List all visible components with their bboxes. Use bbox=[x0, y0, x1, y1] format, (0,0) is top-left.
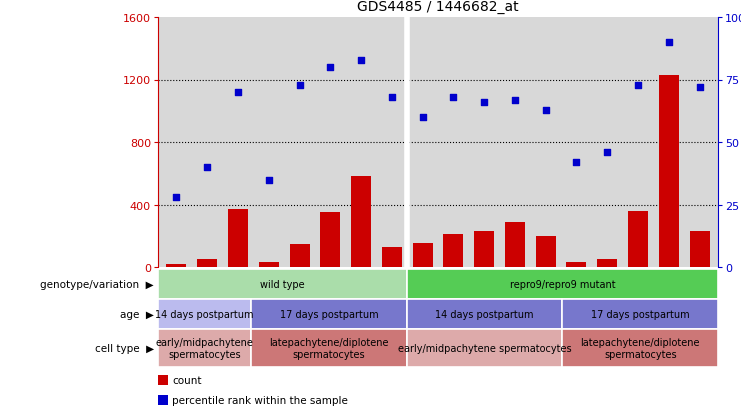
Bar bbox=[407, 329, 562, 367]
Bar bbox=[290, 244, 310, 267]
Point bbox=[416, 114, 428, 121]
Bar bbox=[351, 177, 371, 267]
Bar bbox=[474, 232, 494, 267]
Text: percentile rank within the sample: percentile rank within the sample bbox=[172, 395, 348, 405]
Text: wild type: wild type bbox=[260, 279, 305, 289]
Bar bbox=[628, 211, 648, 267]
Bar bbox=[562, 329, 718, 367]
Point bbox=[601, 150, 613, 156]
Text: 14 days postpartum: 14 days postpartum bbox=[436, 309, 534, 319]
Text: early/midpachytene
spermatocytes: early/midpachytene spermatocytes bbox=[156, 337, 253, 359]
Point bbox=[293, 82, 305, 89]
Bar bbox=[690, 232, 710, 267]
Bar bbox=[158, 269, 407, 299]
Point bbox=[232, 90, 244, 96]
Text: 17 days postpartum: 17 days postpartum bbox=[591, 309, 690, 319]
Bar bbox=[158, 395, 168, 405]
Text: early/midpachytene spermatocytes: early/midpachytene spermatocytes bbox=[398, 343, 571, 353]
Text: repro9/repro9 mutant: repro9/repro9 mutant bbox=[510, 279, 615, 289]
Point bbox=[263, 177, 275, 183]
Bar bbox=[536, 236, 556, 267]
Bar bbox=[407, 299, 562, 329]
Bar bbox=[597, 259, 617, 267]
Point bbox=[509, 97, 521, 104]
Bar bbox=[228, 210, 248, 267]
Bar bbox=[382, 247, 402, 267]
Bar bbox=[251, 329, 407, 367]
Point bbox=[448, 95, 459, 101]
Text: 14 days postpartum: 14 days postpartum bbox=[156, 309, 254, 319]
Point bbox=[478, 100, 490, 106]
Text: age  ▶: age ▶ bbox=[120, 309, 154, 319]
Point bbox=[355, 57, 367, 64]
Title: GDS4485 / 1446682_at: GDS4485 / 1446682_at bbox=[357, 0, 519, 14]
Text: genotype/variation  ▶: genotype/variation ▶ bbox=[40, 279, 154, 289]
Bar bbox=[259, 263, 279, 267]
Bar bbox=[158, 299, 251, 329]
Bar bbox=[167, 264, 187, 267]
Bar bbox=[158, 375, 168, 385]
Bar bbox=[505, 222, 525, 267]
Point bbox=[632, 82, 644, 89]
Bar bbox=[407, 269, 718, 299]
Point bbox=[202, 164, 213, 171]
Point bbox=[571, 159, 582, 166]
Bar bbox=[566, 263, 586, 267]
Text: count: count bbox=[172, 375, 202, 385]
Point bbox=[170, 194, 182, 201]
Bar bbox=[562, 299, 718, 329]
Text: cell type  ▶: cell type ▶ bbox=[95, 343, 154, 353]
Point bbox=[386, 95, 398, 101]
Text: latepachytene/diplotene
spermatocytes: latepachytene/diplotene spermatocytes bbox=[580, 337, 700, 359]
Bar bbox=[320, 213, 340, 267]
Point bbox=[663, 40, 675, 46]
Point bbox=[539, 107, 551, 114]
Bar bbox=[158, 329, 251, 367]
Bar bbox=[413, 243, 433, 267]
Text: latepachytene/diplotene
spermatocytes: latepachytene/diplotene spermatocytes bbox=[270, 337, 389, 359]
Text: 17 days postpartum: 17 days postpartum bbox=[280, 309, 379, 319]
Bar bbox=[659, 76, 679, 267]
Bar bbox=[197, 259, 217, 267]
Point bbox=[325, 64, 336, 71]
Bar bbox=[251, 299, 407, 329]
Point bbox=[694, 85, 705, 91]
Bar bbox=[443, 235, 463, 267]
